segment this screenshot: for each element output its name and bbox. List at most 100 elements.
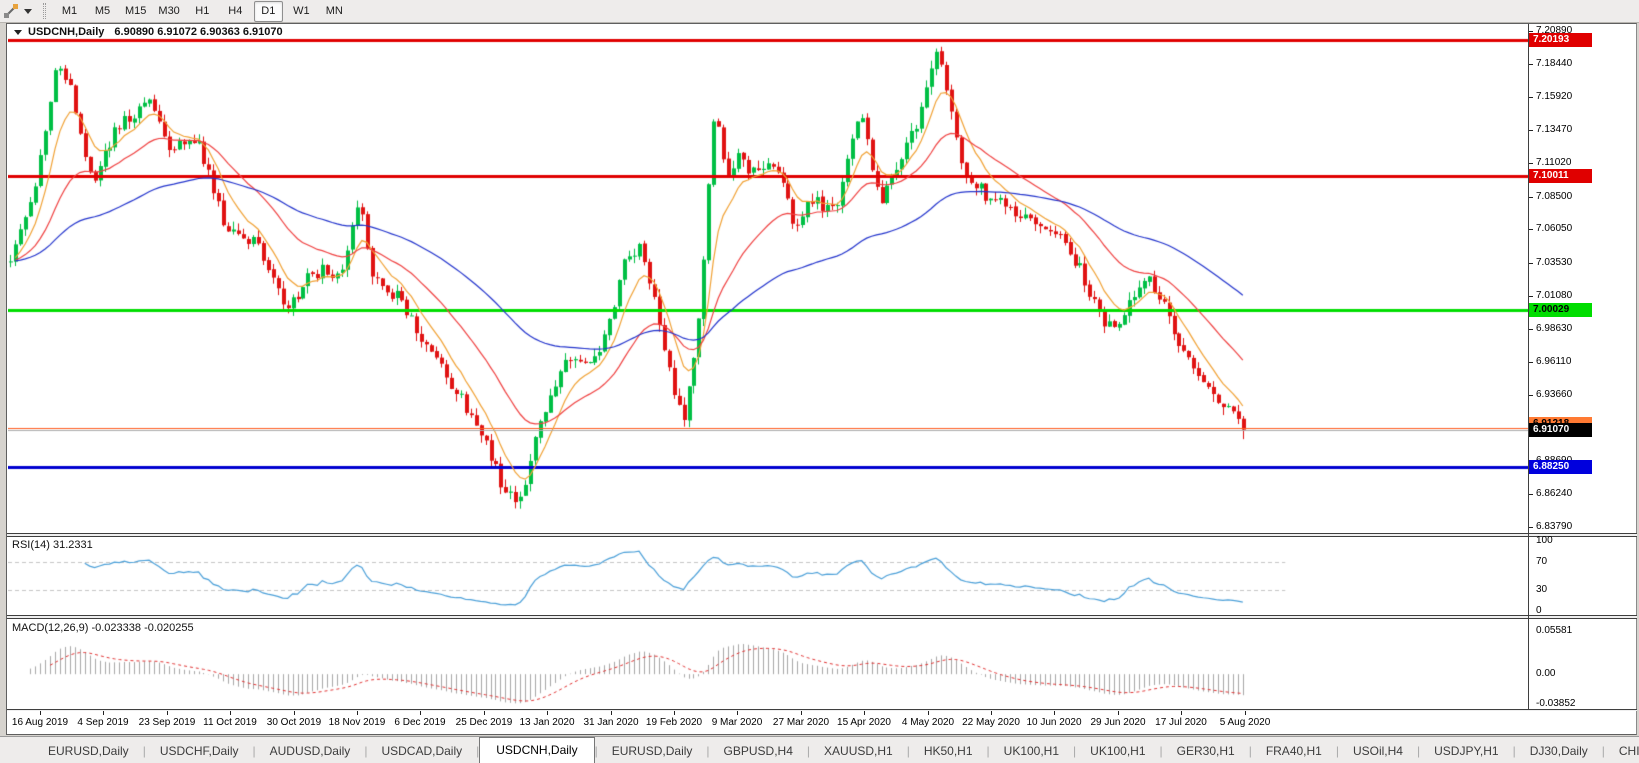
chart-tab-usdchf-daily[interactable]: USDCHF,Daily (159, 744, 239, 758)
tab-separator: | (1073, 744, 1077, 758)
chart-title: USDCNH,Daily 6.90890 6.91072 6.90363 6.9… (14, 26, 283, 38)
date-axis-tick (674, 711, 675, 715)
tab-separator: | (1248, 744, 1252, 758)
tab-separator: | (1416, 744, 1421, 758)
trendline-tool-icon[interactable] (2, 2, 20, 20)
chart-tab-ger30-h1[interactable]: GER30,H1 (1176, 744, 1235, 758)
price-axis-label: 6.98630 (1536, 323, 1573, 334)
date-axis-label: 29 Jun 2020 (1090, 717, 1146, 728)
chart-tab-uk100-h1[interactable]: UK100,H1 (1003, 744, 1060, 758)
chart-tab-gbpusd-h4[interactable]: GBPUSD,H4 (723, 744, 793, 758)
timeframe-button-m5[interactable]: M5 (94, 4, 111, 17)
chart-tab-usdjpy-h1[interactable]: USDJPY,H1 (1434, 744, 1499, 758)
price-axis-label: 7.11020 (1536, 157, 1572, 168)
price-axis-border (1528, 24, 1529, 709)
date-axis-tick (103, 711, 104, 715)
date-axis-label: 22 May 2020 (962, 717, 1020, 728)
timeframe-button-d1[interactable]: D1 (253, 0, 283, 22)
tab-separator: | (706, 744, 710, 758)
tab-separator: | (806, 744, 811, 758)
chart-tab-uk100-h1[interactable]: UK100,H1 (1090, 744, 1146, 758)
timeframe-button-m30[interactable]: M30 (158, 4, 180, 17)
price-axis-label: 6.83790 (1536, 521, 1573, 532)
date-axis-label: 23 Sep 2019 (138, 717, 196, 728)
pane-separator[interactable] (7, 615, 1637, 619)
timeframe-button-w1[interactable]: W1 (293, 4, 310, 17)
axis-tick (1529, 329, 1533, 330)
trendline-glyph (4, 4, 18, 18)
date-axis-label: 10 Jun 2020 (1026, 717, 1082, 728)
date-axis-tick (1118, 711, 1119, 715)
date-axis-label: 6 Dec 2019 (394, 717, 446, 728)
timeframe-button-h1[interactable]: H1 (195, 4, 210, 17)
timeframe-button-h4[interactable]: H4 (228, 4, 243, 17)
toolbar-dropdown-caret-icon[interactable] (24, 8, 32, 14)
chart-tab-usdcad-daily[interactable]: USDCAD,Daily (381, 744, 463, 758)
chart-tab-china300-h1[interactable]: CHINA300,H1 (1618, 744, 1639, 758)
timeframe-button-mn[interactable]: MN (325, 4, 343, 17)
tab-separator: | (906, 744, 910, 758)
price-axis-label: 7.20890 (1536, 25, 1573, 36)
date-axis-tick (1245, 711, 1246, 715)
chart-quote-line: 6.90890 6.91072 6.90363 6.91070 (114, 26, 283, 38)
date-axis-label: 4 Sep 2019 (77, 717, 129, 728)
chart-tab-fra40-h1[interactable]: FRA40,H1 (1265, 744, 1322, 758)
tab-separator: | (476, 744, 480, 758)
date-axis-label: 25 Dec 2019 (455, 717, 513, 728)
pane-separator (7, 709, 1637, 711)
date-axis-label: 19 Feb 2020 (645, 717, 703, 728)
chart-tab-dj30-daily[interactable]: DJ30,Daily (1529, 744, 1588, 758)
chart-title-caret-icon[interactable] (14, 29, 22, 35)
macd-axis-label: 0.00 (1536, 668, 1556, 679)
macd-axis-label: -0.03852 (1536, 698, 1576, 709)
axis-tick (1529, 31, 1533, 32)
date-axis[interactable]: 16 Aug 2019 4 Sep 2019 23 Sep 2019 11 Oct 2… (7, 711, 1631, 733)
date-axis-tick (547, 711, 548, 715)
date-axis-tick (40, 711, 41, 715)
date-axis-tick (230, 711, 231, 715)
rsi-axis-label: 100 (1536, 535, 1553, 546)
chart-tab-eurusd-daily[interactable]: EURUSD,Daily (48, 744, 129, 758)
date-axis-label: 13 Jan 2020 (519, 717, 575, 728)
date-axis-label: 18 Nov 2019 (328, 717, 386, 728)
macd-indicator-canvas[interactable] (8, 619, 1528, 709)
date-axis-label: 15 Apr 2020 (837, 717, 891, 728)
price-axis-label: 7.03530 (1536, 257, 1573, 268)
rsi-axis-label: 0 (1536, 605, 1542, 616)
date-axis-label: 27 Mar 2020 (772, 717, 830, 728)
price-chart-canvas[interactable] (8, 24, 1528, 533)
price-axis[interactable]: 7.20890 7.18440 7.15920 7.13470 7.11020 7.085… (1529, 24, 1637, 733)
pane-separator[interactable] (7, 533, 1637, 537)
price-axis-label: 6.86240 (1536, 488, 1573, 499)
axis-tick (1529, 229, 1533, 230)
price-axis-label: 7.15920 (1536, 91, 1573, 102)
date-axis-label: 4 May 2020 (901, 717, 955, 728)
date-axis-tick (167, 711, 168, 715)
price-axis-label: 7.01080 (1536, 290, 1573, 301)
price-axis-label: 7.08500 (1536, 191, 1573, 202)
chart-tab-usdcnh-daily[interactable]: USDCNH,Daily (479, 737, 595, 763)
rsi-indicator-canvas[interactable] (8, 537, 1528, 615)
date-axis-tick (1054, 711, 1055, 715)
axis-tick (1529, 197, 1533, 198)
chart-tab-xauusd-h1[interactable]: XAUUSD,H1 (824, 744, 893, 758)
date-axis-tick (737, 711, 738, 715)
date-axis-label: 16 Aug 2019 (11, 717, 69, 728)
chart-tab-audusd-daily[interactable]: AUDUSD,Daily (269, 744, 351, 758)
axis-tick (1529, 97, 1533, 98)
date-axis-tick (484, 711, 485, 715)
toolbar-grip[interactable] (43, 3, 46, 19)
chart-tab-eurusd-daily[interactable]: EURUSD,Daily (611, 744, 693, 758)
chart-tab-usoil-h4[interactable]: USOil,H4 (1352, 744, 1403, 758)
date-axis-label: 9 Mar 2020 (711, 717, 763, 728)
date-axis-tick (991, 711, 992, 715)
rsi-axis-label: 30 (1536, 584, 1548, 595)
axis-tick (1529, 130, 1533, 131)
date-axis-tick (294, 711, 295, 715)
timeframe-button-m15[interactable]: M15 (125, 4, 147, 17)
date-axis-tick (1181, 711, 1182, 715)
chart-tab-hk50-h1[interactable]: HK50,H1 (923, 744, 973, 758)
timeframe-button-m1[interactable]: M1 (61, 4, 78, 17)
price-tag-6.88250: 6.88250 (1529, 460, 1592, 474)
timeframe-buttons: M1 M5 M15 M30 H1 H4 D1 W1 MN (53, 0, 351, 22)
